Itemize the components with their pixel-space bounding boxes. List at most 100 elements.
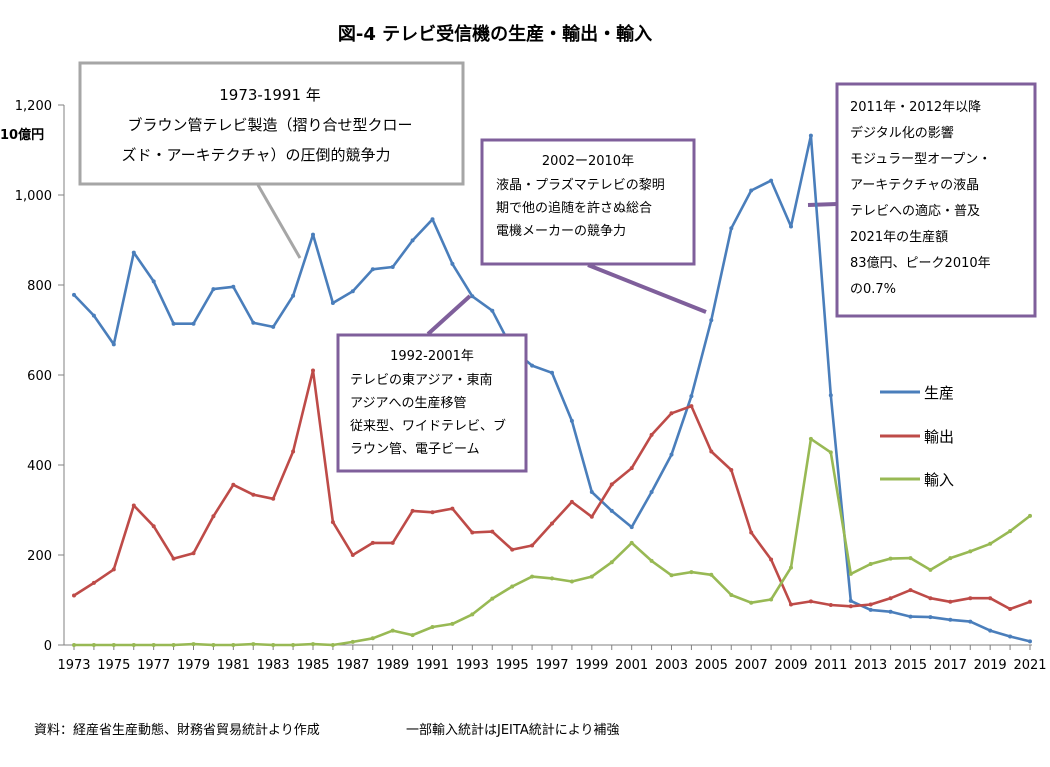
data-point-import [968, 549, 973, 554]
x-tick-label: 2013 [854, 658, 887, 673]
data-point-production [211, 287, 216, 292]
y-ticks: 0 200 400 600 800 1,000 1,200 [15, 99, 64, 654]
data-point-production [848, 598, 853, 603]
x-tick-label: 2009 [774, 658, 807, 673]
data-point-export [490, 529, 495, 534]
annotation-text: 従来型、ワイドテレビ、ブ [350, 418, 506, 434]
legend-label-export: 輸出 [924, 428, 954, 446]
x-tick-label: 2001 [615, 658, 648, 673]
data-point-import [769, 597, 774, 602]
x-tick-label: 1993 [456, 658, 489, 673]
data-point-import [330, 643, 335, 647]
data-point-import [1028, 513, 1032, 518]
data-point-production [589, 490, 594, 494]
supplement-note: 一部輸入統計はJEITA統計により補強 [406, 722, 619, 738]
x-tick-label: 1997 [535, 658, 568, 673]
data-point-production [609, 508, 614, 513]
x-tick-label: 2011 [814, 658, 847, 673]
data-point-import [311, 642, 315, 647]
y-tick-label: 800 [27, 279, 52, 294]
x-ticks: 1973 1975 1977 1979 1981 1983 1985 1987 1989 1991… [57, 645, 1047, 673]
annotation-text: 電機メーカーの競争力 [496, 224, 626, 239]
data-point-import [370, 636, 375, 641]
legend-item-import: 輸入 [880, 471, 954, 489]
legend-label-production: 生産 [924, 384, 954, 402]
data-point-export [330, 520, 335, 525]
annotation-text: デジタル化の影響 [850, 125, 954, 141]
legend-item-production: 生産 [880, 384, 954, 402]
data-point-production [569, 418, 574, 423]
leader-a3 [426, 294, 472, 336]
annotation-text: アジアへの生産移管 [350, 395, 466, 411]
source-note: 資料：経産省生産動態、財務省貿易統計より作成 [34, 722, 320, 738]
annotation-box [78, 61, 465, 186]
data-point-production [151, 279, 156, 284]
data-point-import [948, 556, 953, 561]
data-point-production [430, 217, 435, 222]
data-point-production [291, 293, 296, 298]
data-point-import [510, 584, 515, 589]
data-point-import [789, 565, 793, 570]
data-point-import [569, 579, 574, 584]
series-line-import [74, 437, 1031, 647]
data-point-import [530, 574, 535, 579]
leader-a1 [256, 184, 302, 259]
data-point-production [171, 321, 176, 326]
y-tick-label: 1,200 [15, 99, 52, 114]
data-point-import [808, 436, 813, 441]
data-point-production [1028, 639, 1032, 644]
data-point-export [72, 593, 76, 598]
data-point-production [390, 265, 395, 269]
x-tick-label: 2015 [894, 658, 927, 673]
data-point-export [808, 599, 813, 604]
data-point-export [888, 596, 893, 601]
data-point-export [948, 599, 953, 604]
data-point-import [490, 596, 495, 601]
data-point-import [430, 625, 435, 629]
data-point-production [808, 133, 813, 138]
data-point-production [948, 617, 953, 622]
data-point-import [649, 558, 654, 563]
data-point-import [91, 643, 96, 647]
annotation-text: アーキテクチャの液晶 [850, 178, 979, 193]
annotation-text: モジュラー型オープン・ [850, 152, 991, 167]
data-point-import [271, 643, 276, 647]
data-point-production [709, 318, 714, 323]
x-tick-label: 1975 [97, 658, 130, 673]
annotation-text: 2011年・2012年以降 [850, 100, 981, 115]
annotation-text: 1973-1991 年 [219, 86, 321, 104]
annotation-1973-1991: 1973-1991 年 ブラウン管テレビ製造（摺り合せ型クロー ズド・アーキテク… [78, 61, 465, 186]
annotation-text: 1992-2001年 [390, 349, 474, 364]
data-point-production [669, 452, 674, 457]
data-point-import [908, 556, 913, 561]
annotation-leaders [256, 184, 838, 336]
data-point-export [609, 482, 614, 487]
annotation-text: ラウン管、電子ビーム [350, 442, 480, 457]
data-point-production [928, 615, 933, 620]
data-point-export [908, 588, 913, 593]
data-point-production [828, 393, 833, 398]
data-point-import [390, 628, 395, 633]
annotation-box [835, 82, 1037, 318]
data-point-import [629, 540, 634, 545]
data-point-export [769, 557, 774, 562]
data-point-export [848, 604, 853, 609]
data-point-import [828, 450, 833, 455]
data-point-import [749, 600, 754, 605]
data-point-import [589, 574, 594, 579]
annotation-text: 期で他の追随を許さぬ総合 [496, 200, 652, 216]
data-point-import [609, 560, 614, 565]
annotation-2002-2010: 2002ー2010年 液晶・プラズマテレビの黎明 期で他の追随を許さぬ総合 電機… [480, 138, 696, 266]
series-export [72, 368, 1032, 611]
legend-item-export: 輸出 [880, 428, 954, 446]
data-point-export [749, 530, 754, 535]
x-tick-label: 2007 [735, 658, 768, 673]
annotation-box [480, 138, 696, 266]
x-tick-label: 2021 [1013, 658, 1046, 673]
leader-a4 [807, 202, 838, 207]
data-point-export [131, 503, 136, 508]
data-point-import [171, 643, 176, 647]
data-point-import [1008, 529, 1013, 534]
x-tick-label: 1999 [575, 658, 608, 673]
